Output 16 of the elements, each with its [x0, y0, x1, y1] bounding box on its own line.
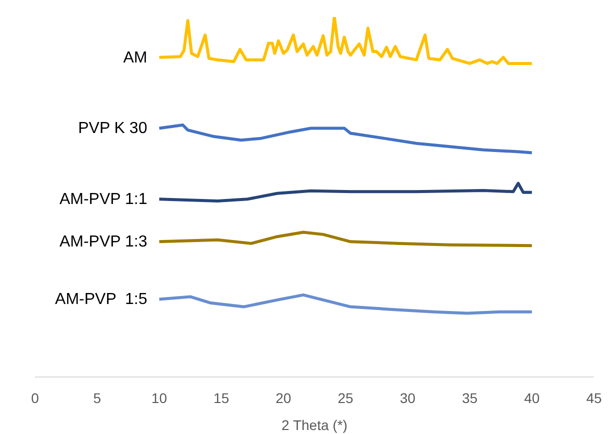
x-tick-label: 45: [586, 390, 602, 406]
series-label: AM-PVP 1:5: [55, 291, 148, 308]
x-tick-label: 35: [462, 390, 478, 406]
x-tick-label: 0: [31, 390, 40, 406]
series-label: AM-PVP 1:1: [59, 191, 148, 208]
x-tick-label: 40: [524, 390, 540, 406]
x-axis-title: 2 Theta (*): [282, 417, 348, 433]
x-tick-label: 15: [214, 390, 230, 406]
x-tick-label: 5: [93, 390, 102, 406]
series-label: AM-PVP 1:3: [59, 234, 148, 251]
series-label: AM: [123, 49, 148, 66]
x-tick-label: 25: [338, 390, 354, 406]
series-label: PVP K 30: [78, 120, 148, 138]
x-tick-label: 20: [276, 390, 292, 406]
x-tick-label: 30: [400, 390, 416, 406]
x-tick-label: 10: [151, 390, 168, 406]
